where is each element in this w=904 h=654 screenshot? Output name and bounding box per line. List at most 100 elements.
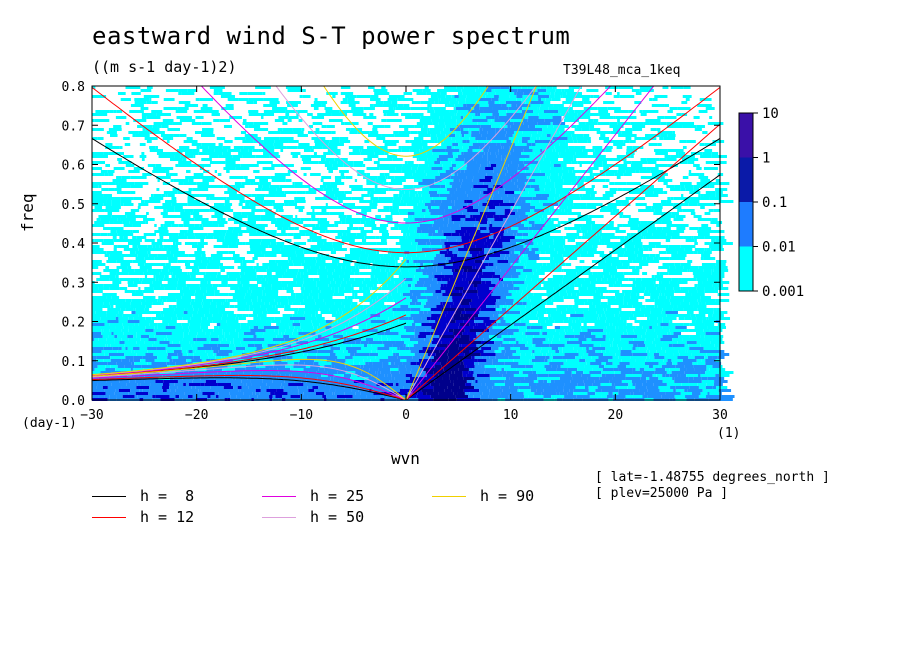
heatmap-cell (571, 134, 577, 137)
heatmap-cell (367, 356, 376, 359)
heatmap-cell (361, 248, 364, 251)
heatmap-cell (388, 326, 395, 329)
heatmap-cell (614, 173, 624, 176)
heatmap-cell (374, 188, 389, 191)
heatmap-cell (132, 368, 144, 371)
heatmap-cell (132, 230, 139, 233)
heatmap-cell (455, 131, 461, 134)
heatmap-cell (696, 359, 702, 362)
heatmap-cell (715, 263, 726, 266)
heatmap-cell (514, 173, 531, 176)
heatmap-cell (505, 173, 515, 176)
heatmap-cell (213, 245, 229, 248)
heatmap-cell (131, 92, 141, 95)
heatmap-cell (487, 131, 496, 134)
heatmap-cell (148, 332, 156, 335)
heatmap-cell (236, 299, 252, 302)
heatmap-cell (478, 158, 488, 161)
heatmap-cell (630, 347, 633, 350)
heatmap-cell (587, 140, 592, 143)
heatmap-cell (405, 257, 412, 260)
heatmap-cell (196, 338, 207, 341)
heatmap-cell (583, 107, 598, 110)
heatmap-cell (506, 164, 509, 167)
heatmap-cell (457, 209, 468, 212)
heatmap-cell (655, 110, 659, 113)
heatmap-cell (214, 212, 224, 215)
heatmap-cell (316, 341, 332, 344)
heatmap-cell (200, 287, 207, 290)
heatmap-cell (414, 218, 423, 221)
heatmap-cell (269, 302, 278, 305)
heatmap-cell (454, 200, 465, 203)
heatmap-cell (411, 323, 416, 326)
heatmap-cell (154, 326, 158, 329)
heatmap-cell (234, 290, 248, 293)
heatmap-cell (553, 287, 561, 290)
heatmap-cell (370, 98, 381, 101)
heatmap-cell (603, 170, 618, 173)
heatmap-cell (203, 293, 215, 296)
heatmap-cell (559, 290, 567, 293)
heatmap-cell (476, 287, 490, 290)
heatmap-cell (390, 323, 393, 326)
heatmap-cell (673, 287, 681, 290)
heatmap-cell (233, 341, 241, 344)
heatmap-cell (412, 293, 421, 296)
heatmap-cell (503, 317, 517, 320)
heatmap-cell (528, 347, 542, 350)
heatmap-cell (101, 182, 109, 185)
heatmap-cell (446, 323, 460, 326)
heatmap-cell (551, 365, 558, 368)
heatmap-cell (117, 92, 126, 95)
heatmap-cell (403, 230, 415, 233)
heatmap-cell (253, 128, 269, 131)
heatmap-cell (275, 260, 289, 263)
heatmap-cell (546, 89, 556, 92)
heatmap-cell (293, 236, 301, 239)
heatmap-cell (125, 299, 132, 302)
heatmap-cell (641, 335, 649, 338)
heatmap-cell (277, 227, 283, 230)
heatmap-cell (344, 206, 357, 209)
heatmap-cell (195, 257, 208, 260)
heatmap-cell (691, 293, 705, 296)
heatmap-cell (476, 308, 481, 311)
heatmap-cell (350, 353, 355, 356)
heatmap-cell (347, 101, 360, 104)
heatmap-cell (565, 140, 574, 143)
heatmap-cell (195, 350, 206, 353)
heatmap-cell (682, 95, 688, 98)
heatmap-cell (435, 254, 441, 257)
heatmap-cell (300, 323, 313, 326)
heatmap-cell (153, 122, 162, 125)
heatmap-cell (220, 218, 226, 221)
heatmap-cell (297, 272, 301, 275)
heatmap-cell (669, 107, 678, 110)
heatmap-cell (555, 89, 562, 92)
heatmap-cell (354, 179, 358, 182)
heatmap-cell (141, 113, 157, 116)
heatmap-cell (451, 185, 461, 188)
heatmap-cell (429, 185, 441, 188)
heatmap-cell (313, 107, 319, 110)
heatmap-cell (609, 338, 614, 341)
heatmap-cell (598, 113, 611, 116)
heatmap-cell (701, 224, 709, 227)
heatmap-cell (128, 272, 144, 275)
heatmap-cell (387, 272, 402, 275)
heatmap-cell (634, 245, 643, 248)
heatmap-cell (495, 131, 507, 134)
heatmap-cell (376, 251, 380, 254)
heatmap-cell (342, 332, 347, 335)
heatmap-cell (216, 275, 229, 278)
heatmap-cell (680, 302, 690, 305)
heatmap-cell (412, 356, 421, 359)
heatmap-cell (652, 341, 663, 344)
heatmap-cell (292, 332, 299, 335)
heatmap-cell (349, 248, 362, 251)
heatmap-cell (347, 98, 355, 101)
heatmap-cell (328, 284, 341, 287)
heatmap-cell (616, 146, 623, 149)
heatmap-cell (609, 188, 618, 191)
